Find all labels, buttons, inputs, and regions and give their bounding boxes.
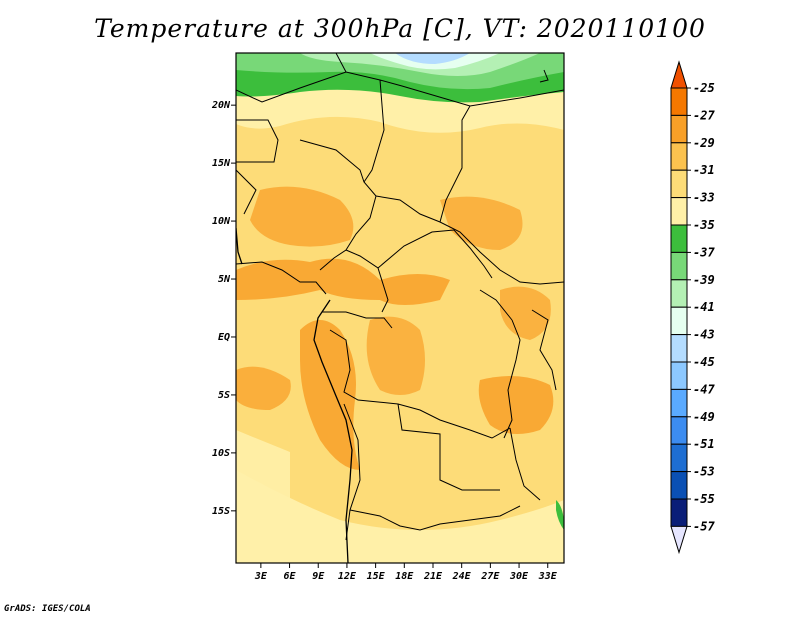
grads-credit: GrADS: IGES/COLA	[4, 604, 91, 614]
colorbar-label: -55	[693, 492, 715, 506]
colorbar-label: -45	[693, 355, 715, 369]
colorbar-swatch	[670, 388, 688, 418]
lat-label: 20N	[211, 100, 231, 111]
colorbar-label: -53	[693, 465, 715, 479]
colorbar-swatch	[670, 361, 688, 390]
lat-label: 10S	[212, 448, 230, 459]
lon-label: 3E	[254, 571, 268, 582]
colorbar-label: -31	[693, 163, 715, 177]
colorbar-swatch	[670, 498, 688, 527]
temperature-field	[236, 53, 564, 563]
lon-label: 9E	[312, 571, 325, 582]
lat-label: 15N	[212, 158, 231, 169]
colorbar-label: -35	[693, 218, 715, 232]
lon-label: 15E	[367, 571, 386, 582]
colorbar-label: -39	[693, 273, 715, 287]
lat-label: 15S	[212, 506, 230, 517]
colorbar-label: -47	[693, 382, 715, 396]
country-borders	[236, 53, 564, 563]
lon-label: 30E	[509, 571, 529, 582]
colorbar-label: -49	[693, 410, 715, 424]
lon-label: 27E	[480, 571, 500, 582]
lat-label: EQ	[218, 332, 230, 343]
colorbar-swatch	[670, 279, 688, 308]
colorbar-label: -51	[693, 437, 715, 451]
colorbar-top-arrow	[670, 60, 688, 89]
map-frame	[235, 52, 565, 564]
lon-label: 24E	[452, 571, 472, 582]
colorbar-label: -43	[693, 328, 715, 342]
colorbar-label: -29	[693, 136, 715, 150]
latitude-axis: 20N 15N 10N 5N EQ 5S 10S 15S	[211, 100, 236, 517]
colorbar-swatch	[670, 306, 688, 336]
colorbar-swatch	[670, 334, 688, 363]
lon-label: 21E	[423, 571, 443, 582]
longitude-axis: 3E 6E 9E 12E 15E 18E 21E 24E 27E 30E 33E	[254, 563, 558, 582]
lon-label: 18E	[395, 571, 414, 582]
map-title: Temperature at 300hPa [C], VT: 202011010…	[94, 14, 706, 43]
lat-label: 5S	[218, 390, 230, 401]
lat-label: 5N	[218, 274, 231, 285]
colorbar-swatch	[670, 443, 688, 473]
colorbar-swatch	[670, 114, 688, 144]
colorbar-swatch	[670, 224, 688, 253]
colorbar-label: -37	[693, 245, 715, 259]
colorbar-swatch	[670, 471, 688, 500]
colorbar-label: -41	[693, 300, 715, 314]
lat-label: 10N	[212, 216, 231, 227]
colorbar-swatch	[670, 87, 688, 116]
lon-label: 33E	[538, 571, 558, 582]
colorbar-swatch	[670, 251, 688, 281]
colorbar-swatch	[670, 169, 688, 199]
colorbar-swatch	[670, 416, 688, 445]
colorbar-label: -33	[693, 191, 715, 205]
lon-label: 6E	[284, 571, 297, 582]
colorbar-label: -25	[693, 81, 715, 95]
lon-label: 12E	[338, 571, 357, 582]
colorbar-swatch	[670, 197, 688, 226]
colorbar-swatch	[670, 142, 688, 171]
colorbar: -25 -27 -29 -31 -33 -35 -37 -39 -41 -43 -45 -47 -49 -…	[670, 60, 715, 555]
colorbar-bottom-arrow	[670, 525, 688, 555]
colorbar-label: -57	[693, 519, 715, 533]
colorbar-label: -27	[693, 108, 715, 122]
